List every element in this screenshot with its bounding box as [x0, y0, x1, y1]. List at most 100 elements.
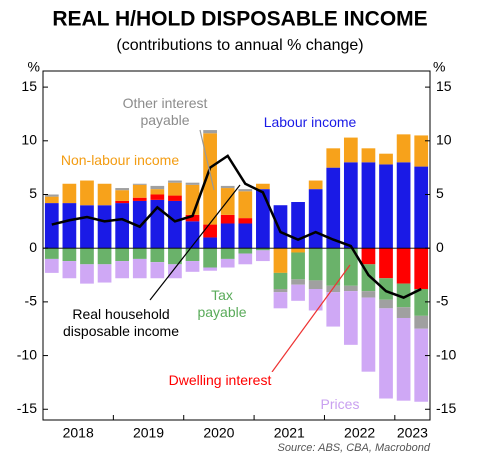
pointer — [199, 129, 215, 191]
bar-segment — [185, 261, 200, 272]
annotation: Prices — [320, 396, 360, 412]
bar-segment — [291, 202, 305, 249]
y-tick-label-right: -5 — [436, 293, 449, 309]
y-tick-label-right: 0 — [436, 239, 444, 255]
bar-segment — [168, 200, 182, 249]
bar-segment — [168, 180, 182, 183]
bar-segment — [115, 248, 130, 262]
y-tick-label-right: -15 — [436, 400, 456, 416]
bar-segment — [396, 248, 411, 284]
chart-subtitle: (contributions to annual % change) — [116, 37, 363, 54]
bar-segment — [115, 190, 130, 201]
plot — [43, 130, 430, 402]
bar-segment — [62, 183, 77, 204]
bar-segment — [80, 180, 94, 206]
x-tick-label: 2020 — [203, 425, 234, 441]
bar-segment — [361, 291, 376, 298]
bar-segment — [379, 299, 393, 309]
bar-segment — [256, 189, 270, 249]
bar-segment — [97, 264, 112, 283]
bar-segment — [308, 280, 323, 289]
bar-segment — [132, 183, 147, 185]
bar-segment — [150, 189, 165, 195]
y-tick-label: 0 — [29, 239, 37, 255]
bar-segment — [379, 308, 393, 399]
bar-segment — [326, 148, 341, 168]
y-tick-label: 5 — [29, 185, 37, 201]
bar-segment — [396, 134, 411, 163]
bar-segment — [414, 166, 429, 249]
bar-segment — [220, 214, 235, 224]
x-tick-label: 2018 — [63, 425, 94, 441]
bar-segment — [62, 248, 77, 262]
bar-segment — [414, 328, 429, 402]
bar-segment — [168, 182, 182, 196]
bar-segment — [238, 248, 253, 254]
bar-segment — [115, 200, 130, 204]
bar-segment — [396, 162, 411, 249]
bar-segment — [414, 315, 429, 329]
bar-segment — [132, 200, 147, 249]
bar-segment — [308, 248, 323, 281]
annotation: Real household disposable income — [46, 306, 196, 340]
bar-segment — [132, 197, 147, 201]
bar-segment — [44, 194, 59, 197]
bar-segment — [308, 288, 323, 311]
bar-segment — [308, 180, 323, 190]
bar-segment — [97, 183, 112, 206]
bar-segment — [203, 248, 217, 268]
bar-segment — [379, 248, 393, 279]
plot-frame — [42, 70, 431, 421]
bar-segment — [343, 291, 358, 345]
x-tick-label: 2022 — [344, 425, 375, 441]
bar-segment — [203, 237, 217, 249]
bar-segment — [414, 288, 429, 316]
bar-segment — [168, 264, 182, 279]
bar-segment — [291, 248, 305, 253]
bar-segment — [308, 189, 323, 249]
bar-segment — [273, 292, 288, 309]
bar-segment — [361, 148, 376, 163]
bar-segment — [361, 248, 376, 265]
bar-segment — [379, 278, 393, 300]
bar-segment — [220, 248, 235, 259]
bar-segment — [343, 248, 358, 286]
bar-segment — [256, 250, 270, 262]
pointer — [271, 264, 351, 373]
bar-segment — [326, 167, 341, 249]
bar-segment — [150, 194, 165, 200]
bar-segment — [238, 223, 253, 249]
bar-segment — [185, 214, 200, 222]
chart-title: REAL H/HOLD DISPOSABLE INCOME — [52, 8, 427, 31]
bar-segment — [273, 288, 288, 293]
bar-segment — [62, 261, 77, 279]
bar-segment — [150, 248, 165, 263]
y-tick-label: -5 — [25, 293, 38, 309]
annotation: Labour income — [263, 114, 357, 130]
bar-segment — [203, 267, 217, 271]
y-tick-label: 10 — [21, 132, 37, 148]
bar-segment — [291, 252, 305, 280]
bar-segment — [150, 185, 165, 190]
bar-segment — [291, 284, 305, 301]
bar-segment — [238, 218, 253, 224]
bar-segment — [185, 221, 200, 249]
bar-segment — [220, 223, 235, 249]
y-tick-label-right: 15 — [436, 78, 452, 94]
y-tick-label-right: 10 — [436, 132, 452, 148]
bar-segment — [185, 248, 200, 262]
y-tick-label: -10 — [17, 346, 37, 362]
bar-segment — [132, 248, 147, 259]
bar-segment — [343, 285, 358, 292]
x-tick-label: 2021 — [274, 425, 305, 441]
annotation: Other interest payable — [122, 95, 208, 128]
bar-segment — [168, 195, 182, 201]
bar-segment — [361, 297, 376, 372]
y-tick-label-right: 5 — [436, 185, 444, 201]
bar-segment — [326, 248, 341, 286]
bar-segment — [115, 188, 130, 191]
annotation: Dwelling interest — [150, 372, 290, 389]
bar-segment — [44, 248, 59, 259]
bar-segment — [203, 224, 217, 238]
